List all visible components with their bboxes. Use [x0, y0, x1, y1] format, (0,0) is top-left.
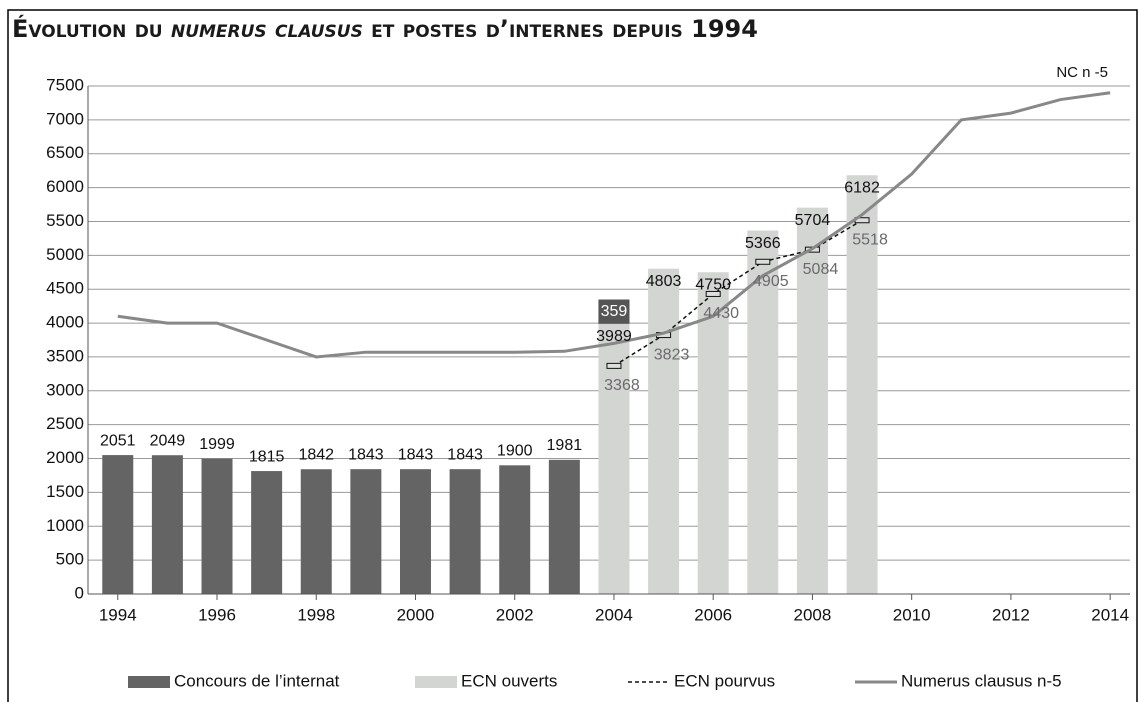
legend-swatch: [128, 676, 170, 688]
x-tick-label: 2004: [595, 605, 633, 624]
bar: [201, 458, 233, 594]
bar: [548, 459, 580, 594]
bar: [102, 455, 134, 594]
y-tick-label: 7000: [46, 109, 84, 128]
data-label: 1843: [398, 446, 434, 463]
bar: [648, 268, 680, 594]
legend-label: Numerus clausus n-5: [901, 671, 1062, 690]
bar: [697, 272, 729, 594]
marker: [755, 258, 771, 265]
frame: [7, 9, 1138, 702]
data-label: 1842: [298, 446, 334, 463]
legend-label: ECN ouverts: [461, 671, 557, 690]
y-tick-label: 1500: [46, 482, 84, 501]
x-tick-label: 2014: [1091, 605, 1129, 624]
data-label: 3989: [596, 328, 632, 345]
y-tick-label: 7500: [46, 75, 84, 94]
legend-label: ECN pourvus: [674, 671, 775, 690]
bar: [251, 471, 283, 594]
data-label: 1999: [199, 436, 235, 453]
x-tick-label: 2002: [496, 605, 534, 624]
x-tick-label: 2008: [794, 605, 832, 624]
bar: [499, 465, 531, 594]
x-tick-label: 2006: [694, 605, 732, 624]
bar: [151, 455, 183, 594]
annotation: NC n -5: [1056, 64, 1108, 81]
data-label: 1843: [447, 446, 483, 463]
data-label: 1981: [547, 437, 583, 454]
y-tick-label: 3000: [46, 380, 84, 399]
x-tick-label: 1996: [198, 605, 236, 624]
legend-swatch: [415, 676, 457, 688]
data-label: 4803: [646, 273, 682, 290]
y-tick-label: 2500: [46, 414, 84, 433]
x-tick-label: 2000: [397, 605, 435, 624]
y-tick-label: 4000: [46, 313, 84, 332]
bar: [300, 469, 332, 594]
data-label: 1843: [348, 446, 384, 463]
data-label: 5366: [745, 235, 781, 252]
bar: [747, 230, 779, 594]
x-tick-label: 2010: [893, 605, 931, 624]
data-label: 6182: [844, 179, 880, 196]
x-tick-label: 1994: [99, 605, 137, 624]
data-label: 3368: [604, 377, 640, 394]
y-tick-label: 1000: [46, 516, 84, 535]
data-label: 3823: [654, 346, 690, 363]
y-tick-label: 3500: [46, 346, 84, 365]
data-label: 359: [601, 303, 628, 320]
bar: [449, 469, 481, 594]
data-label: 5704: [795, 212, 831, 229]
y-tick-label: 500: [56, 550, 84, 569]
data-label: 4430: [703, 305, 739, 322]
bar: [846, 175, 878, 595]
data-label: 5518: [852, 231, 888, 248]
y-tick-label: 0: [75, 583, 84, 602]
label-bg: [598, 299, 630, 324]
chart-title: Évolution du numerus clausus et postes d…: [12, 14, 758, 43]
data-label: 5084: [803, 261, 839, 278]
title-part: numerus clausus: [171, 15, 363, 43]
legend-label: Concours de l’internat: [174, 671, 340, 690]
data-label: 4905: [753, 273, 789, 290]
bar: [350, 469, 382, 594]
bar: [399, 469, 431, 594]
data-label: 2051: [100, 432, 136, 449]
x-tick-label: 1998: [297, 605, 335, 624]
title-part: Évolution du: [12, 14, 171, 43]
line: [117, 91, 1111, 359]
y-tick-label: 5000: [46, 245, 84, 264]
title-part: et postes d’internes depuis 1994: [363, 15, 758, 43]
y-tick-label: 4500: [46, 279, 84, 298]
marker: [705, 290, 721, 297]
bar: [796, 207, 828, 595]
y-tick-label: 5500: [46, 211, 84, 230]
data-label: 1900: [497, 443, 533, 460]
y-tick-label: 6500: [46, 143, 84, 162]
data-label: 1815: [249, 448, 285, 465]
x-tick-label: 2012: [992, 605, 1030, 624]
marker: [606, 362, 622, 369]
data-label: 2049: [150, 432, 186, 449]
data-label: 4750: [695, 276, 731, 293]
y-tick-label: 6000: [46, 177, 84, 196]
y-tick-label: 2000: [46, 448, 84, 467]
